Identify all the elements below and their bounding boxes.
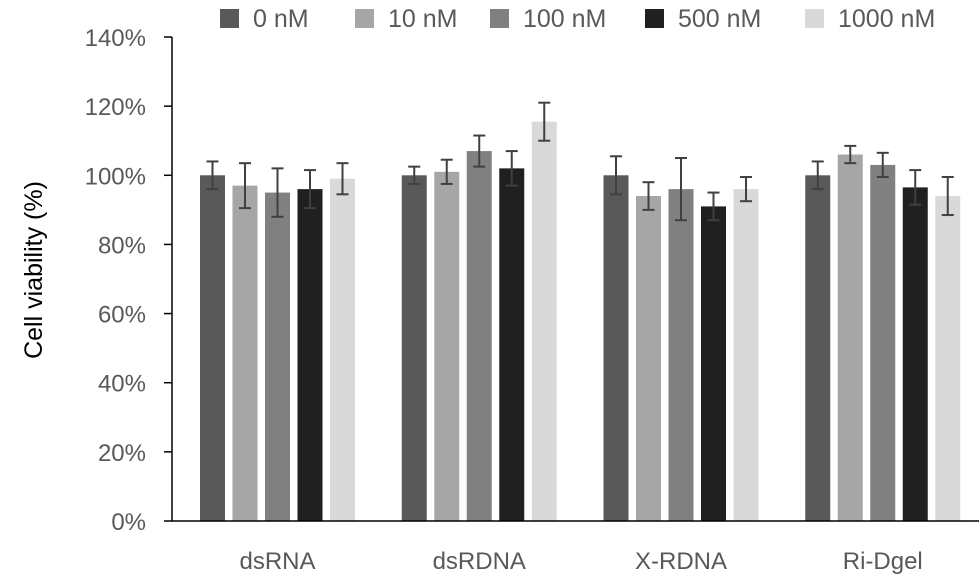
bar: [837, 154, 863, 522]
legend-label: 500 nM: [678, 5, 761, 33]
bar: [434, 171, 460, 522]
y-tick-label: 100%: [85, 163, 146, 190]
y-tick-label: 60%: [98, 302, 146, 329]
y-tick-label: 120%: [85, 94, 146, 121]
x-tick-label: Ri-Dgel: [843, 548, 923, 575]
bar: [701, 206, 726, 521]
y-axis-label: Cell viability (%): [20, 181, 48, 359]
bars: [200, 121, 961, 522]
bar: [531, 121, 557, 521]
bar: [805, 175, 831, 522]
bar: [232, 185, 258, 521]
legend: 0 nM 10 nM 100 nM 500 nM 1000 nM: [220, 5, 935, 33]
x-tick-label: dsRDNA: [433, 548, 526, 575]
bar: [870, 164, 896, 521]
legend-swatch: [645, 9, 664, 28]
bar: [466, 151, 492, 522]
legend-swatch: [490, 9, 509, 28]
bar: [668, 189, 694, 521]
bar: [499, 168, 525, 521]
bar: [401, 175, 427, 522]
bar: [265, 192, 290, 522]
y-tick-label: 140%: [85, 25, 146, 52]
error-bars: [206, 101, 954, 222]
y-tick-label: 80%: [98, 232, 146, 259]
bar: [603, 175, 629, 522]
legend-label: 0 nM: [253, 5, 309, 33]
y-tick-label: 40%: [98, 371, 146, 398]
bar: [935, 196, 961, 521]
y-tick-label: 0%: [111, 509, 146, 536]
legend-label: 1000 nM: [838, 5, 935, 33]
legend-label: 100 nM: [523, 5, 606, 33]
y-axis-ticks: 0% 20% 40% 60% 80% 100% 120% 140%: [85, 25, 172, 536]
x-tick-label: dsRNA: [239, 548, 315, 575]
y-tick-label: 20%: [98, 440, 146, 467]
axes: [171, 37, 979, 522]
bar: [733, 189, 759, 521]
bar: [297, 189, 323, 521]
legend-label: 10 nM: [388, 5, 457, 33]
bar: [636, 196, 661, 521]
x-tick-label: X-RDNA: [635, 548, 727, 575]
bar: [200, 175, 225, 522]
legend-swatch: [220, 9, 239, 28]
legend-swatch: [355, 9, 374, 28]
bar: [902, 187, 928, 521]
x-axis-ticks: dsRNA dsRDNA X-RDNA Ri-Dgel: [239, 548, 922, 575]
bar: [330, 178, 355, 521]
legend-swatch: [805, 9, 824, 28]
